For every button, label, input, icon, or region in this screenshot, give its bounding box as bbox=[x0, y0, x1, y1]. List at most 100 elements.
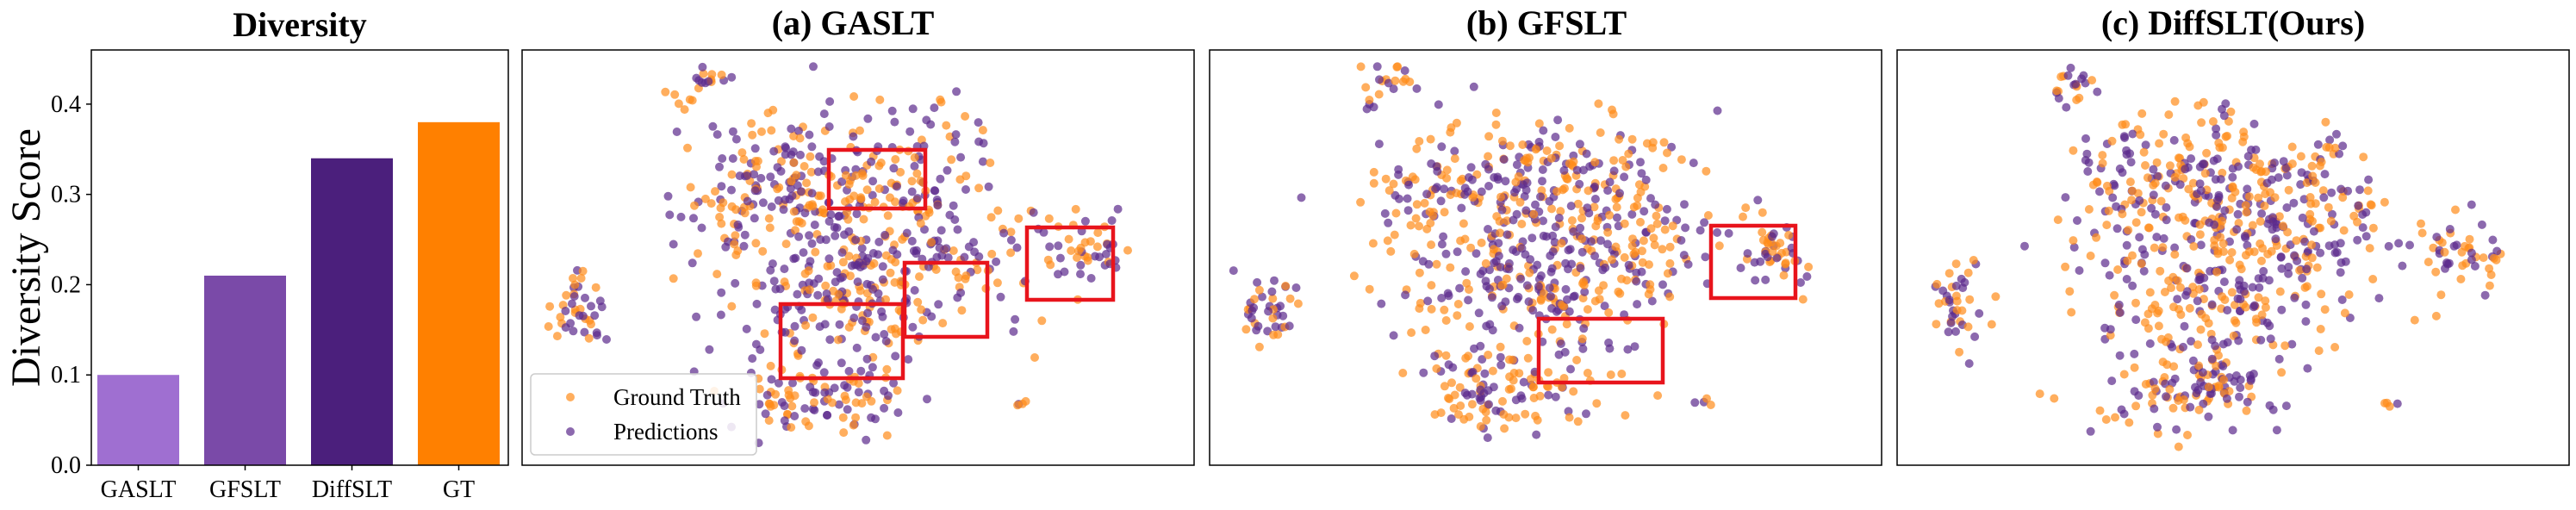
ground-truth-point bbox=[973, 265, 982, 275]
prediction-point bbox=[1054, 270, 1062, 279]
legend-frame bbox=[530, 373, 757, 456]
prediction-point bbox=[751, 339, 761, 349]
ground-truth-point bbox=[2226, 107, 2236, 116]
prediction-point bbox=[1590, 182, 1599, 191]
ground-truth-point bbox=[800, 162, 809, 171]
ground-truth-point bbox=[1565, 413, 1574, 422]
prediction-point bbox=[2230, 376, 2239, 386]
ground-truth-point bbox=[2267, 246, 2276, 256]
prediction-point bbox=[2243, 184, 2252, 194]
ground-truth-point bbox=[915, 272, 924, 282]
prediction-point bbox=[733, 220, 743, 229]
prediction-point bbox=[807, 189, 817, 198]
prediction-point bbox=[952, 87, 961, 96]
prediction-point bbox=[2181, 165, 2190, 174]
ground-truth-point bbox=[862, 185, 872, 195]
prediction-point bbox=[2149, 377, 2158, 387]
prediction-point bbox=[811, 388, 820, 397]
ground-truth-point bbox=[1500, 424, 1509, 433]
prediction-point bbox=[692, 312, 701, 321]
prediction-point bbox=[750, 144, 760, 153]
ground-truth-point bbox=[1559, 374, 1569, 382]
prediction-point bbox=[2432, 233, 2442, 242]
ground-truth-point bbox=[1555, 141, 1565, 151]
prediction-point bbox=[2173, 295, 2182, 304]
ground-truth-point bbox=[765, 399, 775, 408]
ground-truth-point bbox=[783, 409, 792, 419]
prediction-point bbox=[1247, 314, 1256, 323]
prediction-point bbox=[2325, 135, 2335, 145]
prediction-point bbox=[2358, 210, 2368, 219]
prediction-point bbox=[943, 253, 953, 262]
prediction-point bbox=[819, 157, 829, 166]
ground-truth-point bbox=[2154, 321, 2163, 331]
ground-truth-point bbox=[1776, 239, 1785, 248]
ground-truth-point bbox=[2111, 413, 2119, 422]
ground-truth-point bbox=[1442, 165, 1452, 175]
prediction-point bbox=[2354, 201, 2363, 210]
prediction-point bbox=[881, 337, 891, 345]
prediction-point bbox=[816, 235, 825, 245]
ground-truth-point bbox=[1665, 258, 1675, 268]
prediction-point bbox=[1439, 232, 1448, 241]
ground-truth-point bbox=[1044, 214, 1054, 223]
prediction-point bbox=[2149, 165, 2158, 174]
prediction-point bbox=[1551, 222, 1560, 232]
ground-truth-point bbox=[1560, 183, 1569, 193]
prediction-point bbox=[2153, 171, 2162, 181]
prediction-point bbox=[844, 366, 854, 376]
ground-truth-point bbox=[2102, 181, 2112, 190]
ground-truth-point bbox=[806, 152, 815, 161]
prediction-point bbox=[800, 208, 810, 218]
ground-truth-point bbox=[2169, 302, 2178, 312]
prediction-point bbox=[950, 137, 960, 146]
prediction-point bbox=[2338, 141, 2348, 151]
prediction-point bbox=[2073, 216, 2081, 225]
prediction-point bbox=[1457, 203, 1466, 213]
prediction-point bbox=[788, 147, 798, 157]
prediction-point bbox=[2135, 196, 2144, 205]
prediction-point bbox=[809, 62, 818, 72]
ground-truth-point bbox=[1496, 228, 1505, 238]
ground-truth-point bbox=[685, 95, 694, 104]
prediction-point bbox=[1683, 259, 1693, 269]
panel-frame-diffslt bbox=[1896, 49, 2570, 466]
ground-truth-point bbox=[961, 112, 970, 121]
ground-truth-point bbox=[2315, 161, 2324, 171]
prediction-point bbox=[781, 143, 791, 152]
ground-truth-point bbox=[2137, 259, 2146, 269]
prediction-point bbox=[2134, 391, 2144, 401]
ground-truth-point bbox=[2306, 199, 2316, 208]
prediction-point bbox=[1437, 294, 1447, 302]
prediction-point bbox=[697, 78, 706, 87]
prediction-point bbox=[2467, 200, 2476, 209]
prediction-point bbox=[835, 320, 844, 329]
prediction-point bbox=[776, 166, 786, 176]
ground-truth-point bbox=[661, 87, 670, 96]
ground-truth-point bbox=[1969, 256, 1978, 264]
ground-truth-point bbox=[2479, 253, 2488, 263]
prediction-point bbox=[2170, 243, 2180, 252]
ground-truth-point bbox=[674, 99, 683, 109]
ground-truth-point bbox=[844, 322, 854, 332]
ground-truth-point bbox=[1644, 289, 1653, 299]
prediction-point bbox=[1477, 187, 1486, 196]
ground-truth-point bbox=[1465, 412, 1474, 421]
ground-truth-point bbox=[808, 313, 818, 322]
ground-truth-point bbox=[2124, 226, 2133, 235]
prediction-point bbox=[1583, 203, 1592, 213]
prediction-point bbox=[849, 132, 858, 141]
ground-truth-point bbox=[2321, 117, 2330, 127]
ground-truth-point bbox=[875, 95, 885, 104]
prediction-point bbox=[2265, 321, 2274, 331]
prediction-point bbox=[1254, 321, 1263, 331]
ground-truth-point bbox=[2194, 284, 2204, 294]
prediction-point bbox=[2218, 362, 2228, 371]
prediction-point bbox=[2100, 323, 2110, 333]
ground-truth-point bbox=[1369, 167, 1378, 177]
prediction-point bbox=[1011, 314, 1020, 324]
prediction-point bbox=[853, 260, 862, 270]
ground-truth-point bbox=[707, 70, 717, 79]
prediction-point bbox=[863, 253, 873, 263]
ground-truth-point bbox=[2101, 415, 2111, 424]
